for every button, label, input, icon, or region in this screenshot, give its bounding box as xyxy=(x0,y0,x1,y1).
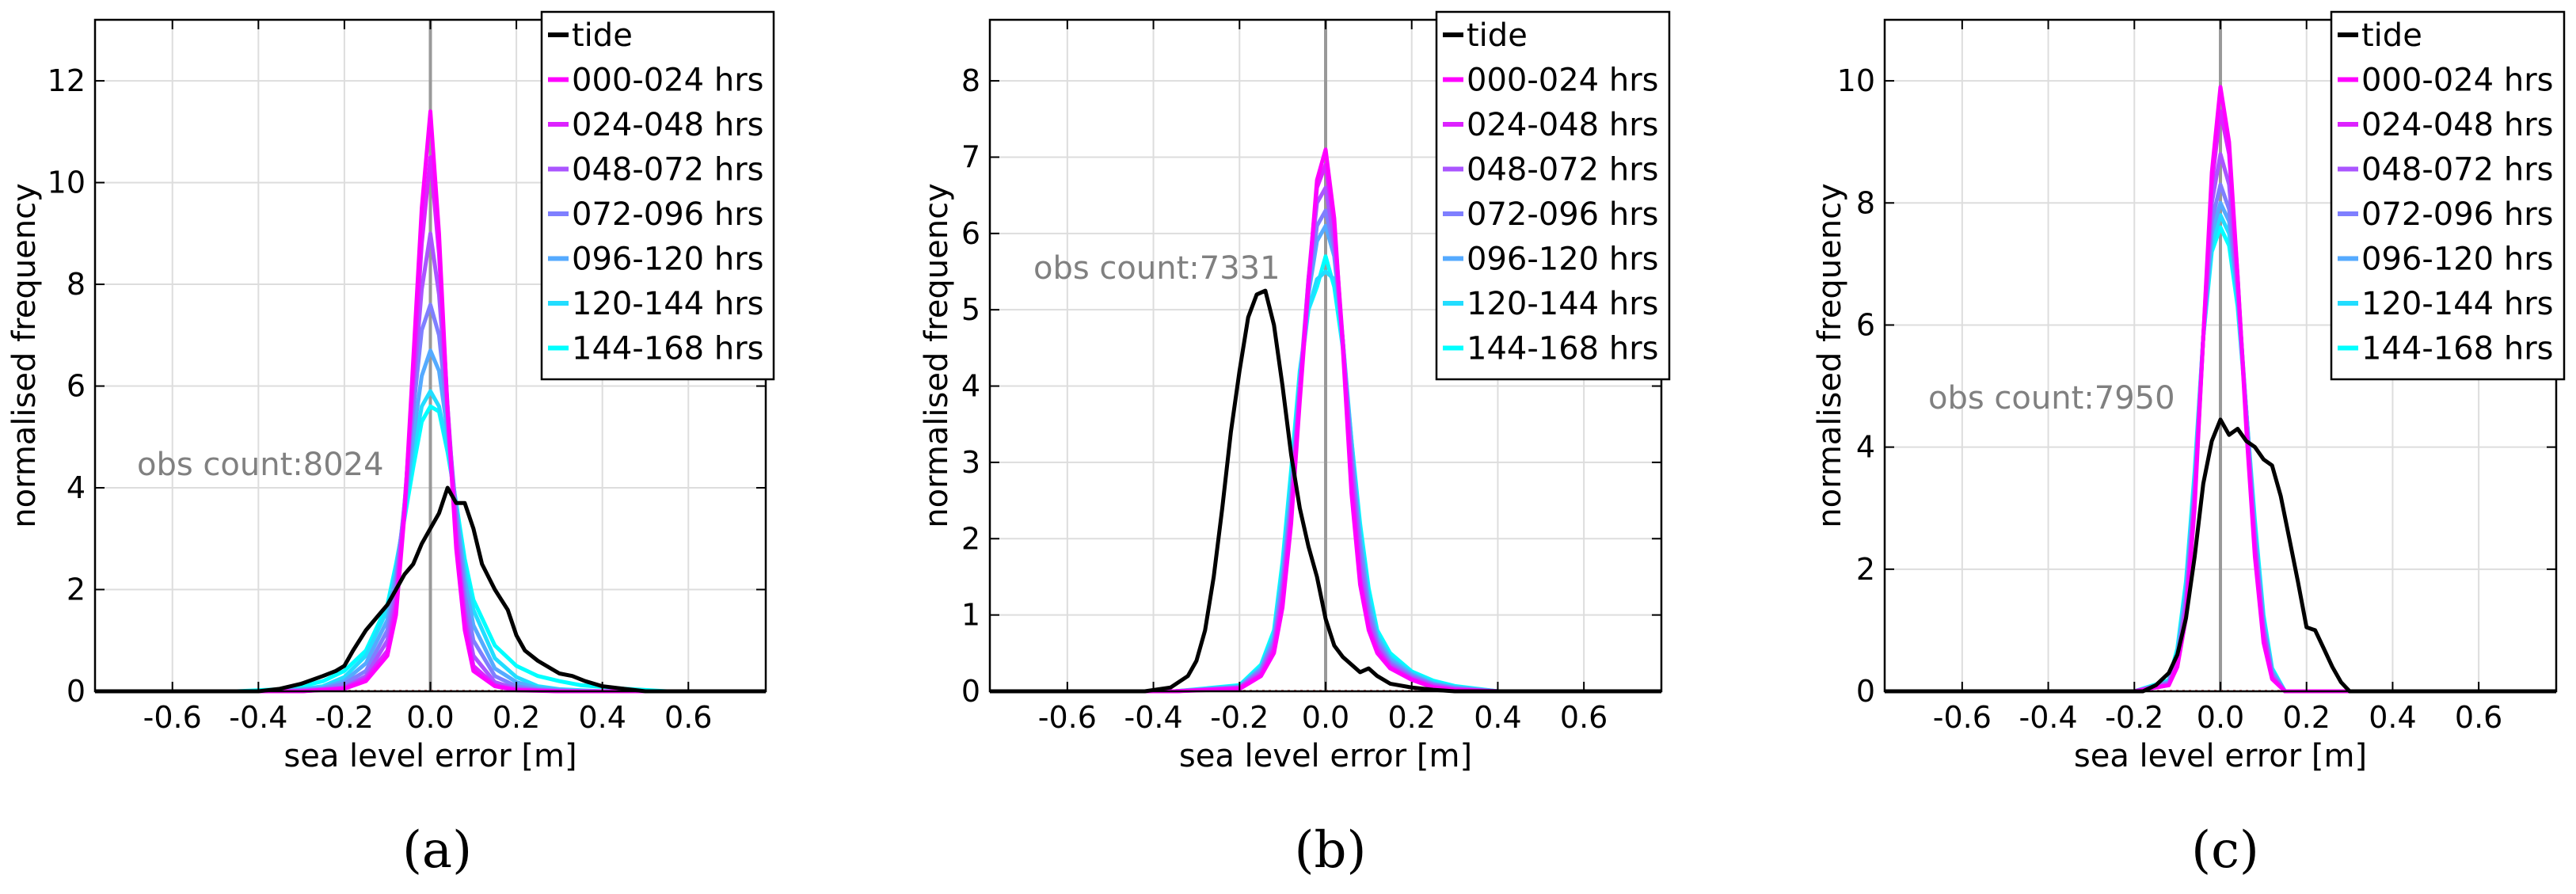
y-tick-label: 7 xyxy=(961,139,980,174)
x-tick-label: 0.2 xyxy=(1387,700,1435,735)
y-tick-label: 10 xyxy=(1837,63,1875,98)
y-tick-label: 10 xyxy=(48,165,86,200)
series-line-144-168-hrs xyxy=(95,404,766,694)
x-tick-label: -0.2 xyxy=(315,700,374,735)
legend-label: 072-096 hrs xyxy=(1467,196,1658,233)
x-tick-label: -0.4 xyxy=(229,700,287,735)
x-tick-label: 0.4 xyxy=(1474,700,1521,735)
x-tick-label: -0.4 xyxy=(2019,700,2077,735)
legend: tide 000-024 hrs 024-048 hrs 048-072 hrs 072… xyxy=(540,10,775,381)
y-tick-label: 6 xyxy=(1856,307,1875,342)
y-tick-label: 0 xyxy=(1856,674,1875,709)
legend-label: 072-096 hrs xyxy=(2361,196,2553,233)
y-axis-label: normalised frequency xyxy=(919,183,955,527)
legend-label: 048-072 hrs xyxy=(572,152,763,188)
series-line-tide xyxy=(990,288,1661,694)
x-tick-label: 0.6 xyxy=(2455,700,2502,735)
legend-label: tide xyxy=(2361,17,2422,54)
legend: tide 000-024 hrs 024-048 hrs 048-072 hrs 072… xyxy=(1435,10,1671,381)
y-tick-label: 4 xyxy=(961,369,980,404)
x-axis-label: sea level error [m] xyxy=(2074,738,2367,774)
series-line-000-024-hrs xyxy=(95,109,766,694)
legend-label: 120-144 hrs xyxy=(2361,286,2553,322)
y-tick-label: 8 xyxy=(1856,185,1875,220)
y-axis-label: normalised frequency xyxy=(6,183,43,527)
legend-label: 024-048 hrs xyxy=(1467,107,1658,143)
obs-count-annotation: obs count:7331 xyxy=(1033,250,1280,287)
panel-a: -0.6 -0.4 -0.2 0.0 0.2 0.4 0.6 0 2 4 6 8 10 12 sea lev… xyxy=(6,10,775,774)
legend-label: 048-072 hrs xyxy=(1467,152,1658,188)
legend-label: 000-024 hrs xyxy=(1467,63,1658,99)
legend-label: 144-168 hrs xyxy=(1467,331,1658,367)
legend-label: 000-024 hrs xyxy=(572,63,763,99)
legend-box xyxy=(2330,10,2566,381)
panel-label-c: (c) xyxy=(2191,821,2259,880)
legend-label: 096-120 hrs xyxy=(2361,242,2553,278)
legend-label: tide xyxy=(572,17,633,54)
panel-b: -0.6 -0.4 -0.2 0.0 0.2 0.4 0.6 0 1 2 3 4 5 6 7 8 sea lev… xyxy=(919,10,1671,774)
panel-label-b: (b) xyxy=(1295,821,1367,880)
y-tick-label: 2 xyxy=(67,573,86,607)
x-tick-label: -0.2 xyxy=(2105,700,2163,735)
legend-label: 144-168 hrs xyxy=(2361,331,2553,367)
series-line-072-096-hrs xyxy=(95,302,766,694)
x-tick-label: 0.0 xyxy=(406,700,454,735)
x-tick-label: 0.6 xyxy=(1560,700,1608,735)
x-tick-label: 0.2 xyxy=(493,700,540,735)
obs-count-annotation: obs count:8024 xyxy=(137,447,384,483)
x-tick-label: 0.6 xyxy=(664,700,712,735)
y-tick-label: 4 xyxy=(1856,430,1875,465)
y-tick-label: 4 xyxy=(67,470,86,505)
legend-label: 000-024 hrs xyxy=(2361,63,2553,99)
legend-label: 096-120 hrs xyxy=(1467,242,1658,278)
y-tick-label: 12 xyxy=(48,63,86,98)
x-tick-label: 0.0 xyxy=(2197,700,2244,735)
x-tick-label: -0.6 xyxy=(1038,700,1097,735)
obs-count-annotation: obs count:7950 xyxy=(1928,380,2175,417)
y-tick-label: 0 xyxy=(961,674,980,709)
legend-label: 024-048 hrs xyxy=(2361,107,2553,143)
legend-label: 144-168 hrs xyxy=(572,331,763,367)
legend-box xyxy=(1435,10,1671,381)
y-tick-label: 1 xyxy=(961,598,980,633)
y-tick-label: 3 xyxy=(961,445,980,480)
y-tick-label: 2 xyxy=(1856,552,1875,587)
panel-c: -0.6 -0.4 -0.2 0.0 0.2 0.4 0.6 0 2 4 6 8 10 sea level… xyxy=(1812,10,2566,774)
legend-label: 048-072 hrs xyxy=(2361,152,2553,188)
series-line-tide xyxy=(95,485,766,694)
x-tick-label: 0.0 xyxy=(1302,700,1349,735)
x-tick-label: -0.6 xyxy=(1933,700,1992,735)
y-tick-label: 6 xyxy=(961,216,980,251)
legend-box xyxy=(540,10,775,381)
series-line-000-024-hrs xyxy=(1885,85,2556,694)
y-tick-label: 6 xyxy=(67,369,86,404)
legend-label: 096-120 hrs xyxy=(572,242,763,278)
legend-label: 072-096 hrs xyxy=(572,196,763,233)
legend-label: 120-144 hrs xyxy=(1467,286,1658,322)
x-axis-label: sea level error [m] xyxy=(283,738,576,774)
series-line-000-024-hrs xyxy=(990,147,1661,694)
legend: tide 000-024 hrs 024-048 hrs 048-072 hrs 072… xyxy=(2330,10,2566,381)
y-axis-label: normalised frequency xyxy=(1812,183,1848,527)
legend-label: 024-048 hrs xyxy=(572,107,763,143)
legend-label: 120-144 hrs xyxy=(572,286,763,322)
x-tick-label: 0.4 xyxy=(578,700,626,735)
legend-label: tide xyxy=(1467,17,1528,54)
x-tick-label: -0.2 xyxy=(1210,700,1269,735)
panel-label-a: (a) xyxy=(402,821,472,880)
x-tick-label: 0.4 xyxy=(2369,700,2416,735)
y-tick-label: 5 xyxy=(961,292,980,327)
x-tick-label: -0.4 xyxy=(1124,700,1182,735)
series-line-tide xyxy=(1885,417,2556,694)
y-tick-label: 8 xyxy=(961,63,980,98)
y-tick-label: 0 xyxy=(67,674,86,709)
x-axis-label: sea level error [m] xyxy=(1179,738,1472,774)
x-tick-label: -0.6 xyxy=(143,700,202,735)
y-tick-label: 2 xyxy=(961,521,980,556)
x-tick-label: 0.2 xyxy=(2282,700,2330,735)
y-tick-label: 8 xyxy=(67,267,86,302)
